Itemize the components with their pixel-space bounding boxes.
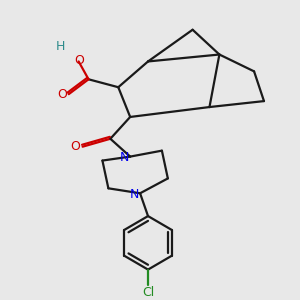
Text: O: O	[75, 54, 85, 67]
Text: Cl: Cl	[142, 286, 154, 299]
Text: N: N	[130, 188, 139, 201]
Text: O: O	[57, 88, 67, 101]
Text: H: H	[56, 40, 65, 53]
Text: O: O	[71, 140, 81, 153]
Text: N: N	[119, 151, 129, 164]
